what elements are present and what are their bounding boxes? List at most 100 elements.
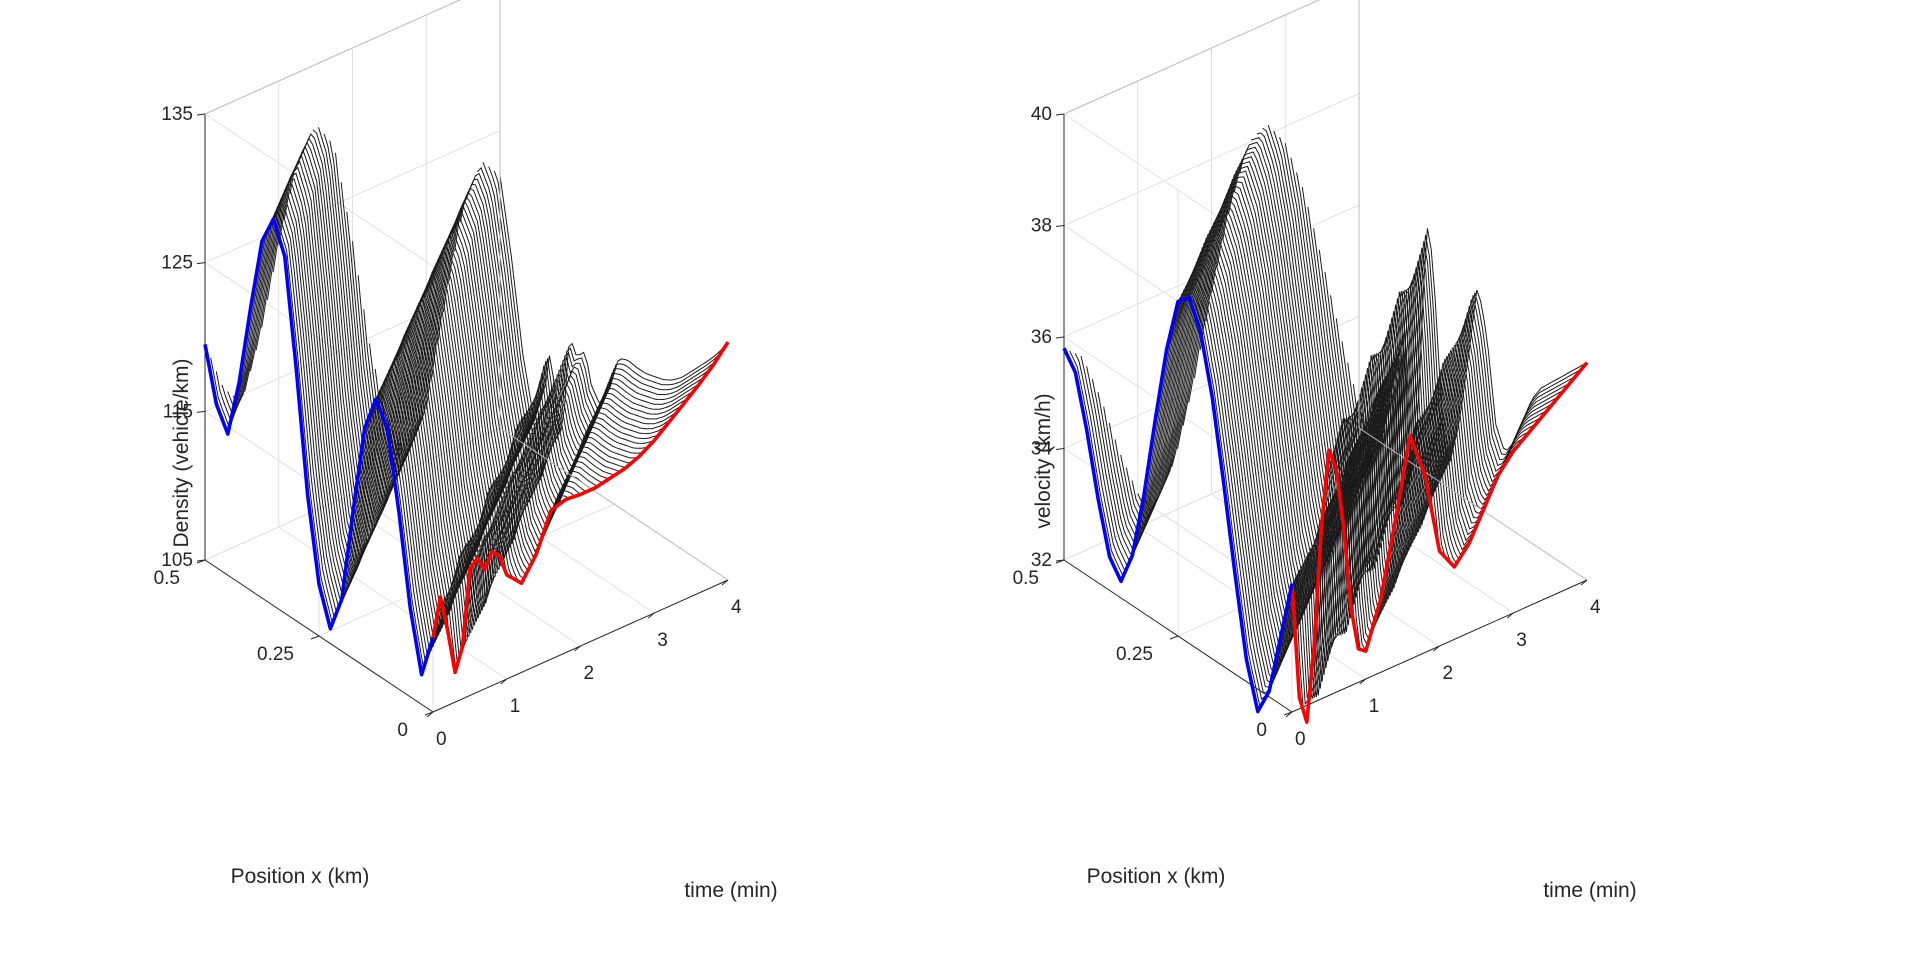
waterfall-line (459, 183, 689, 470)
axis-line (1358, 427, 1588, 581)
waterfall-line (1086, 278, 1316, 700)
waterfall-line (471, 172, 700, 455)
velocity-xtick-label: 0 (1295, 729, 1306, 750)
axis-line (1063, 0, 1320, 115)
density-xtick-label: 3 (657, 630, 668, 651)
density-plot: 105 115 125 135 0 0.25 0.5 0 1 2 3 4 Den… (154, 0, 778, 902)
waterfall-line (414, 218, 643, 505)
axis-line (196, 410, 206, 413)
waterfall-line (1091, 273, 1321, 700)
axis-line (499, 427, 729, 581)
waterfall-line (312, 129, 542, 597)
velocity-initial-series (1062, 296, 1294, 714)
waterfall-line (266, 166, 496, 631)
waterfall-line (1114, 254, 1344, 689)
waterfall-line (448, 191, 678, 481)
density-initial-series (203, 217, 435, 677)
velocity-xtick-label: 4 (1590, 597, 1601, 618)
axis-line (310, 635, 320, 640)
velocity-xtick-label: 3 (1516, 630, 1527, 651)
density-xtick-label: 0 (436, 729, 447, 750)
axis-line (196, 113, 206, 116)
waterfall-line (1125, 244, 1355, 675)
density-z-axis-label: Density (vehicle/km) (170, 358, 193, 547)
density-boundary-series (431, 341, 730, 675)
density-xtick-label: 1 (510, 696, 521, 717)
density-ztick-label: 115 (163, 401, 193, 422)
velocity-xtick-label: 2 (1443, 663, 1454, 684)
waterfall-line (1216, 165, 1446, 591)
waterfall-line (335, 152, 564, 571)
velocity-ztick-label: 34 (1031, 439, 1053, 460)
waterfall-line (493, 170, 723, 436)
waterfall-line (1284, 143, 1514, 535)
velocity-ytick-label: 0.25 (1116, 644, 1153, 665)
velocity-xtick-label: 1 (1369, 696, 1380, 717)
density-ytick-label: 0 (397, 720, 408, 741)
waterfall-line (431, 203, 661, 492)
velocity-z-axis-label: velocity (km/h) (1032, 393, 1055, 528)
axis-line (1055, 336, 1065, 339)
waterfall-line (437, 199, 666, 488)
waterfall-line (306, 133, 536, 604)
waterfall-line (1165, 210, 1395, 637)
axis-line (196, 559, 206, 564)
density-y-axis-label: Position x (km) (231, 865, 370, 888)
waterfall-line (215, 209, 445, 664)
waterfall-line (1159, 214, 1389, 636)
axis-line (1580, 579, 1588, 586)
waterfall-line (420, 213, 649, 499)
velocity-ztick-label: 40 (1031, 104, 1052, 125)
waterfall-line (1120, 249, 1350, 682)
axis-line (196, 262, 206, 265)
axis-line (1169, 635, 1179, 640)
waterfall-line (1148, 224, 1378, 648)
waterfall-line (249, 184, 479, 645)
density-axes-box (196, 0, 729, 718)
axis-line (1285, 711, 1293, 718)
density-xtick-label: 4 (731, 597, 742, 618)
velocity-x-axis-label: time (min) (1543, 879, 1636, 902)
axis-line (1055, 113, 1065, 116)
waterfall-line (442, 195, 672, 484)
velocity-plot: 32 34 36 38 40 0 0.25 0.5 0 1 2 3 4 velo… (1013, 0, 1637, 902)
velocity-ytick-label: 0 (1256, 720, 1267, 741)
axis-line (1433, 645, 1440, 652)
velocity-boundary-series (1290, 361, 1589, 724)
velocity-y-axis-label: Position x (km) (1087, 865, 1226, 888)
density-ytick-label: 0.25 (257, 644, 294, 665)
velocity-ytick-label: 0.5 (1013, 568, 1039, 589)
density-x-axis-label: time (min) (684, 879, 777, 902)
waterfall-line (261, 172, 491, 634)
waterfall-line (397, 236, 627, 519)
axis-line (1055, 448, 1065, 450)
waterfall-line (1267, 124, 1497, 555)
waterfall-line (1108, 259, 1338, 696)
waterfall-line (1142, 229, 1372, 655)
density-ztick-label: 125 (161, 253, 193, 274)
density-ytick-label: 0.5 (154, 568, 180, 589)
waterfall-line (1171, 205, 1401, 635)
velocity-ztick-label: 36 (1031, 327, 1052, 348)
axis-line (1055, 559, 1065, 564)
waterfall-line (425, 207, 655, 495)
density-xtick-label: 2 (584, 663, 595, 684)
density-ztick-label: 135 (161, 104, 193, 125)
axis-line (1359, 678, 1367, 685)
waterfall-line (300, 137, 530, 608)
axis-line (204, 0, 461, 115)
axis-line (1055, 225, 1065, 227)
axis-line (574, 645, 581, 652)
waterfall-line (1262, 127, 1492, 562)
axis-line (1506, 612, 1514, 619)
waterfall-line (1177, 200, 1406, 634)
density-ztick-label: 105 (161, 550, 193, 571)
waterfall-line (454, 187, 683, 477)
velocity-ztick-label: 38 (1031, 216, 1052, 237)
axis-line (500, 678, 508, 685)
density-waterfall-lines (210, 127, 729, 671)
waterfall-line (1273, 130, 1503, 549)
axis-line (426, 711, 434, 718)
